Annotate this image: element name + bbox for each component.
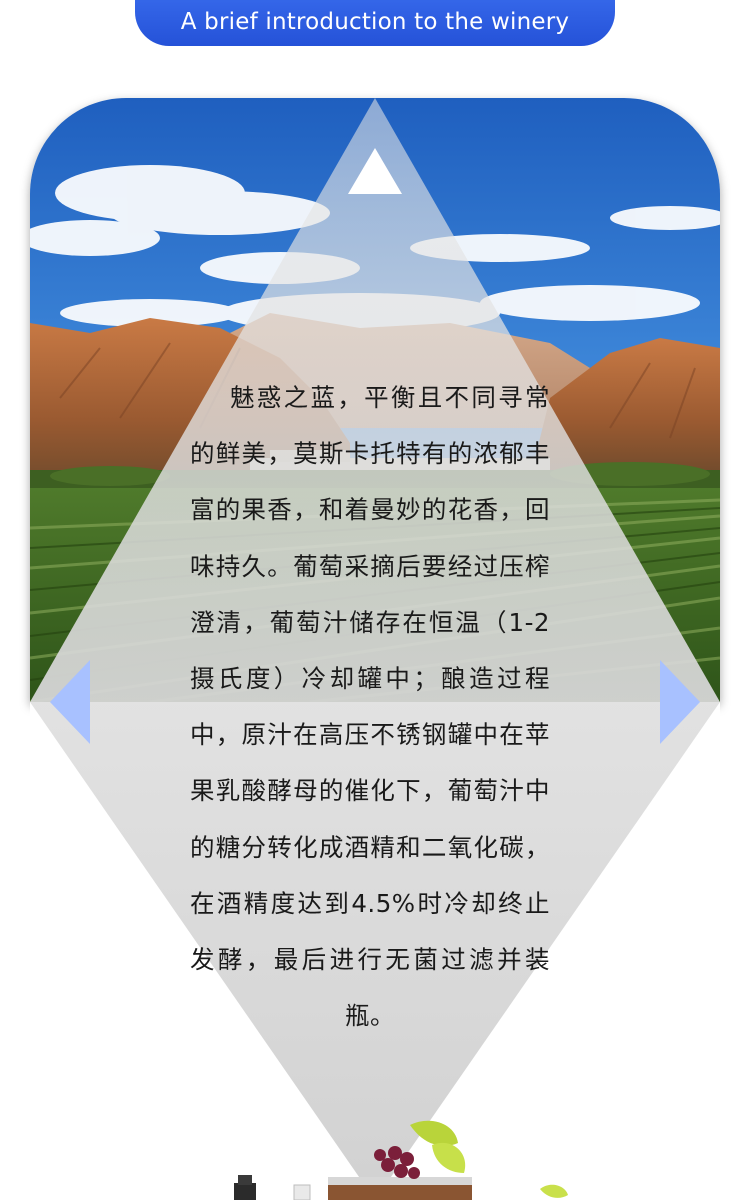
triangle-right-icon[interactable] [660,660,700,744]
winery-intro-text: 魅惑之蓝，平衡且不同寻常的鲜美，莫斯卡托特有的浓郁丰富的果香，和着曼妙的花香，回… [190,383,550,1031]
triangle-up-icon[interactable] [348,148,402,194]
wine-grapes-decoration [234,1120,568,1200]
triangle-left-icon[interactable] [50,660,90,744]
section-header: A brief introduction to the winery [135,0,615,46]
section-title: A brief introduction to the winery [180,9,570,35]
